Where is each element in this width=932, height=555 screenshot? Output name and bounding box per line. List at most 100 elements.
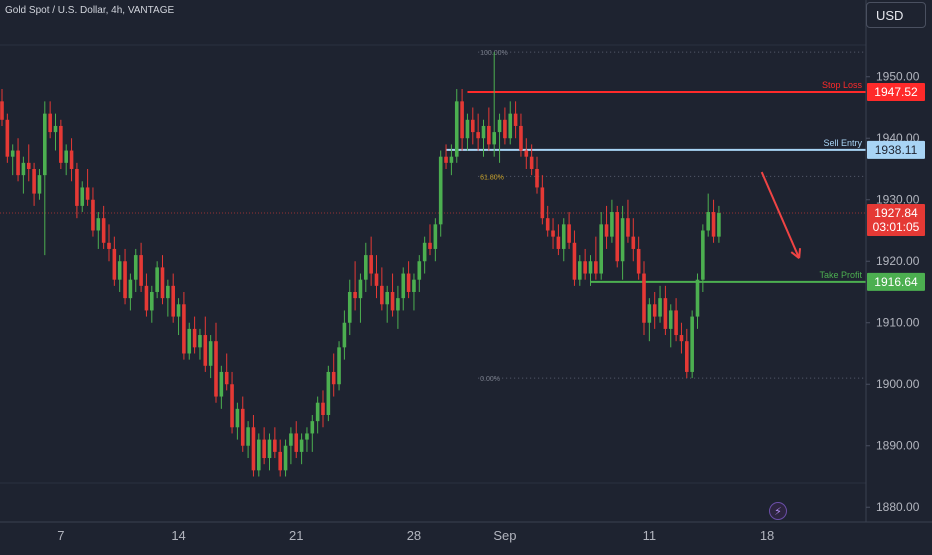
candle-body [406, 273, 411, 292]
fib-label: 0.00% [480, 376, 500, 383]
candle-body [80, 187, 85, 206]
candle [674, 298, 678, 342]
level-price-tag [867, 140, 925, 159]
candle [182, 291, 186, 360]
candle [267, 433, 272, 471]
candle-body [556, 236, 561, 249]
candle-body [43, 113, 47, 176]
candle-body [567, 224, 571, 243]
candles[interactable] [0, 52, 721, 477]
candle [289, 427, 293, 465]
candle-body [519, 125, 523, 151]
candle-body [283, 445, 288, 471]
candle [53, 113, 58, 151]
price-tick-label: 1900.00 [876, 377, 920, 391]
candle-body [647, 304, 652, 323]
candle-body [262, 439, 266, 459]
candle-body [561, 224, 566, 249]
candle-body [578, 261, 582, 280]
level-name-label: Sell Entry [823, 138, 862, 148]
candle-body [604, 224, 609, 237]
candle [481, 119, 486, 157]
price-axis[interactable]: 1880.00 1890.00 1900.00 1910.00 1920.00 1930.… [865, 0, 925, 522]
candle-body [150, 291, 154, 311]
candle-body [240, 408, 245, 446]
candle-body [465, 119, 470, 139]
candle [454, 89, 459, 163]
candle-body [690, 316, 694, 372]
candle [230, 371, 234, 434]
candle [246, 421, 250, 459]
candle [711, 199, 716, 243]
candle [433, 218, 438, 262]
candle-body [551, 230, 555, 237]
candle-body [529, 156, 534, 169]
candle [626, 199, 630, 243]
candle-body [588, 261, 593, 274]
candle-body [123, 261, 127, 299]
candle [342, 310, 347, 360]
candle-body [182, 304, 186, 354]
candle [380, 267, 384, 311]
candle-body [471, 119, 475, 133]
grid-lines [0, 44, 866, 484]
level-price-label: 1916.64 [874, 275, 918, 289]
candle [487, 107, 491, 151]
candle-body [133, 255, 138, 280]
candle-body [16, 150, 20, 176]
candle [668, 304, 673, 348]
candle-body [64, 150, 68, 163]
candle-body [412, 279, 416, 292]
level-price-tag [867, 272, 925, 291]
candle-body [112, 248, 117, 280]
candle-body [717, 213, 721, 237]
candle-body [711, 212, 716, 237]
candle [278, 439, 282, 477]
candle-body [487, 125, 491, 145]
candle [551, 218, 555, 249]
candle-body [396, 298, 400, 311]
candle [283, 439, 288, 477]
candle [492, 52, 496, 157]
candle [187, 322, 192, 360]
candle-body [364, 255, 368, 280]
candle [385, 285, 389, 323]
candle [10, 144, 15, 176]
candle [32, 162, 36, 206]
candle [64, 144, 68, 176]
candle-body [101, 218, 106, 243]
candle [508, 101, 513, 145]
time-axis[interactable]: 7 14 21 28 Sep 11 18 [0, 521, 932, 543]
candle [679, 322, 684, 354]
candle-body [257, 439, 261, 471]
candle [706, 193, 710, 237]
candle-body [69, 150, 74, 169]
candle-body [342, 322, 347, 348]
candle [471, 107, 475, 145]
candle-body [21, 162, 26, 176]
candle-body [417, 261, 422, 280]
candle [107, 224, 111, 262]
candle-body [594, 261, 598, 274]
candle [460, 89, 464, 151]
candle-body [347, 291, 352, 323]
candle-body [492, 132, 496, 145]
candle-body [610, 212, 614, 237]
lightning-icon[interactable]: ⚡ [769, 502, 787, 520]
candle-body [636, 248, 641, 274]
time-tick-label: 11 [643, 528, 657, 543]
candle [422, 236, 427, 274]
candle [428, 224, 432, 256]
candle-body [310, 421, 315, 434]
currency-button[interactable]: USD [866, 2, 926, 28]
candle-body [337, 347, 341, 385]
candle [636, 236, 641, 280]
candle-body [503, 119, 507, 139]
candle [578, 255, 582, 286]
candle [642, 261, 646, 336]
candle-body [497, 119, 502, 133]
candle [0, 89, 4, 126]
candle-body [176, 304, 181, 317]
